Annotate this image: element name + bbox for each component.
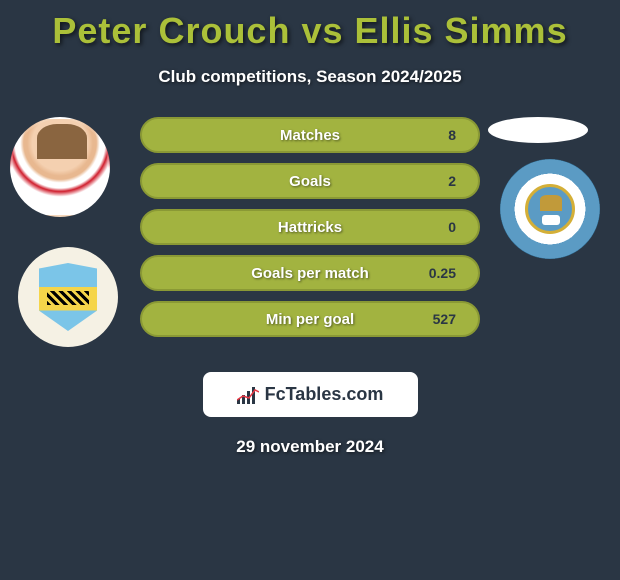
- chart-icon: [237, 386, 259, 404]
- stat-row-hattricks: Hattricks 0: [140, 209, 480, 245]
- stat-label: Goals: [289, 173, 331, 190]
- brand-text: FcTables.com: [265, 384, 384, 405]
- subtitle: Club competitions, Season 2024/2025: [0, 67, 620, 87]
- brand-box: FcTables.com: [203, 372, 418, 417]
- stat-label: Hattricks: [278, 219, 342, 236]
- stat-value-right: 8: [448, 127, 456, 143]
- stat-row-goals-per-match: Goals per match 0.25: [140, 255, 480, 291]
- stats-area: Matches 8 Goals 2 Hattricks 0 Goals per …: [0, 117, 620, 357]
- stat-value-right: 527: [433, 311, 456, 327]
- stat-value-right: 0.25: [429, 265, 456, 281]
- player-avatar-left: [10, 117, 110, 217]
- club-crest-left: [18, 247, 118, 347]
- stat-row-min-per-goal: Min per goal 527: [140, 301, 480, 337]
- club-crest-right: [500, 159, 600, 259]
- crest-shield-icon: [39, 263, 97, 331]
- crest-elephant-icon: [525, 184, 575, 234]
- stat-value-right: 0: [448, 219, 456, 235]
- stat-label: Min per goal: [266, 311, 354, 328]
- player-avatar-right: [488, 117, 588, 143]
- stat-row-matches: Matches 8: [140, 117, 480, 153]
- stat-label: Goals per match: [251, 265, 369, 282]
- stat-row-goals: Goals 2: [140, 163, 480, 199]
- comparison-card: Peter Crouch vs Ellis Simms Club competi…: [0, 0, 620, 457]
- stat-label: Matches: [280, 127, 340, 144]
- date-text: 29 november 2024: [0, 437, 620, 457]
- stat-value-right: 2: [448, 173, 456, 189]
- page-title: Peter Crouch vs Ellis Simms: [0, 10, 620, 52]
- stat-rows: Matches 8 Goals 2 Hattricks 0 Goals per …: [140, 117, 480, 347]
